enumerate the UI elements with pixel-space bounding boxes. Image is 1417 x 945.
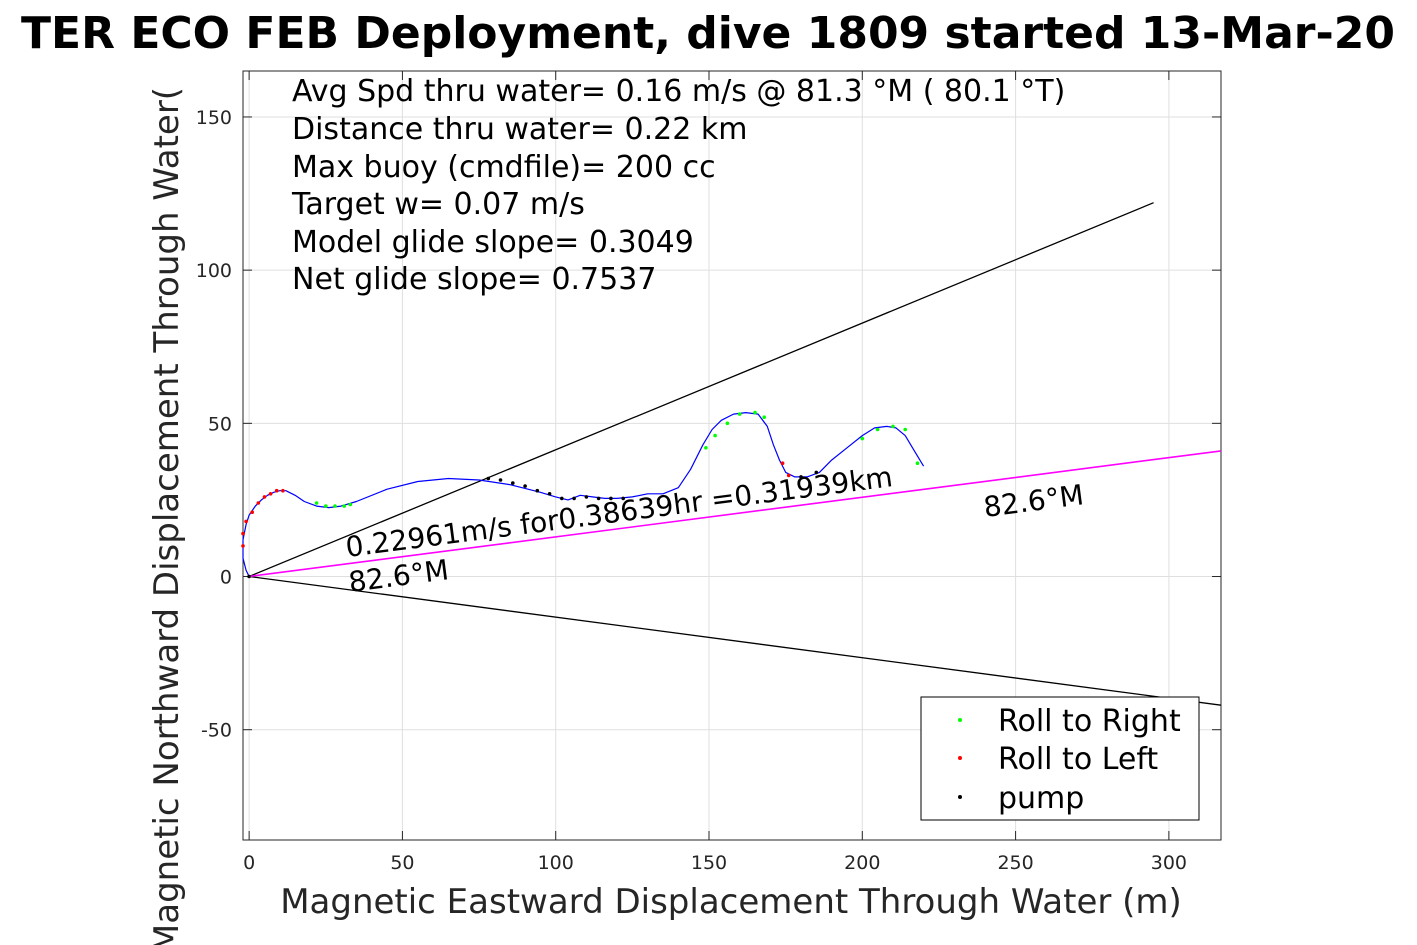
legend-marker-pump xyxy=(958,795,962,799)
roll-left-point xyxy=(241,544,245,548)
pump-point xyxy=(535,488,540,493)
y-tick-label: 0 xyxy=(220,567,232,589)
roll-right-point xyxy=(342,504,347,508)
chart-title: TER ECO FEB Deployment, dive 1809 starte… xyxy=(21,8,1395,59)
roll-left-point xyxy=(244,519,248,524)
legend-box xyxy=(920,696,1200,821)
y-tick-label: -50 xyxy=(201,720,232,742)
roll-right-point xyxy=(713,433,717,438)
roll-left-point xyxy=(262,495,267,499)
x-tick-label: 50 xyxy=(390,852,414,874)
pump-point xyxy=(247,574,251,579)
pump-point xyxy=(584,495,589,499)
info-line-max-buoy: Max buoy (cmdfile)= 200 cc xyxy=(292,150,716,185)
axes: 0 50 100 150 200 250 300 -50 0 50 100 150 xyxy=(196,70,1222,874)
legend-label-roll-right: Roll to Right xyxy=(998,704,1181,739)
roll-right-point xyxy=(725,421,730,426)
x-tick-label: 0 xyxy=(243,852,255,874)
y-tick-label: 50 xyxy=(208,413,232,435)
legend-marker-roll-right xyxy=(958,718,962,722)
y-tick-label: 100 xyxy=(196,260,232,282)
roll-right-point xyxy=(891,424,895,429)
roll-left-point xyxy=(250,510,254,514)
roll-right-point xyxy=(903,427,907,432)
roll-left-point xyxy=(274,488,279,493)
x-tick-label: 100 xyxy=(538,852,574,874)
pump-point xyxy=(596,496,601,501)
roll-left-point xyxy=(281,488,285,493)
x-tick-label: 150 xyxy=(691,852,727,874)
info-line-target-w: Target w= 0.07 m/s xyxy=(291,187,585,222)
roll-right-point xyxy=(753,410,757,415)
pump-point xyxy=(560,496,564,501)
roll-left-point xyxy=(241,531,245,536)
plot-frame xyxy=(242,70,1222,841)
y-tick-label: 150 xyxy=(196,107,232,129)
pump-point xyxy=(799,475,803,479)
roll-left-point xyxy=(268,492,273,496)
roll-right-point xyxy=(333,504,337,508)
pump-point xyxy=(572,496,576,501)
pump-point xyxy=(498,478,503,482)
roll-right-point xyxy=(704,446,708,450)
info-line-net-glide: Net glide slope= 0.7537 xyxy=(292,262,656,297)
roll-left-point xyxy=(780,461,785,466)
heading-line xyxy=(248,450,1222,578)
info-line-distance: Distance thru water= 0.22 km xyxy=(292,112,747,147)
x-axis-label: Magnetic Eastward Displacement Through W… xyxy=(280,882,1182,922)
cone-upper-line xyxy=(248,202,1154,578)
legend-marker-roll-left xyxy=(958,756,962,760)
roll-right-point xyxy=(348,502,353,507)
pump-point xyxy=(523,484,527,488)
roll-right-point xyxy=(875,427,880,432)
roll-right-point xyxy=(860,436,865,441)
roll-right-point xyxy=(324,504,328,508)
legend: Roll to Right Roll to Left pump xyxy=(920,696,1200,821)
speed-annotation: 0.22961m/s for0.38639hr =0.31939km xyxy=(344,460,895,564)
info-line-avg-speed: Avg Spd thru water= 0.16 m/s @ 81.3 °M (… xyxy=(292,74,1065,109)
plot-marks xyxy=(241,410,920,579)
roll-left-point xyxy=(786,473,791,478)
pump-point xyxy=(609,496,613,501)
roll-right-point xyxy=(314,501,319,505)
pump-point xyxy=(511,481,515,485)
heading-label-upper: 82.6°M xyxy=(982,478,1086,524)
pump-point xyxy=(547,492,552,496)
pump-point xyxy=(486,476,491,481)
pump-point xyxy=(814,470,819,475)
pump-point xyxy=(621,496,625,501)
roll-right-point xyxy=(737,412,742,416)
info-block: Avg Spd thru water= 0.16 m/s @ 81.3 °M (… xyxy=(291,74,1065,297)
roll-right-point xyxy=(915,461,920,466)
grid xyxy=(243,71,1221,840)
x-tick-label: 200 xyxy=(844,852,880,874)
x-tick-label: 300 xyxy=(1151,852,1187,874)
cone-lower-line xyxy=(249,575,1222,706)
legend-label-pump: pump xyxy=(998,781,1084,816)
legend-label-roll-left: Roll to Left xyxy=(998,742,1158,777)
info-line-model-glide: Model glide slope= 0.3049 xyxy=(292,225,694,260)
y-axis-label: Magnetic Northward Displacement Through … xyxy=(147,87,187,945)
x-tick-label: 250 xyxy=(997,852,1033,874)
roll-right-point xyxy=(762,415,766,420)
roll-left-point xyxy=(256,501,261,505)
